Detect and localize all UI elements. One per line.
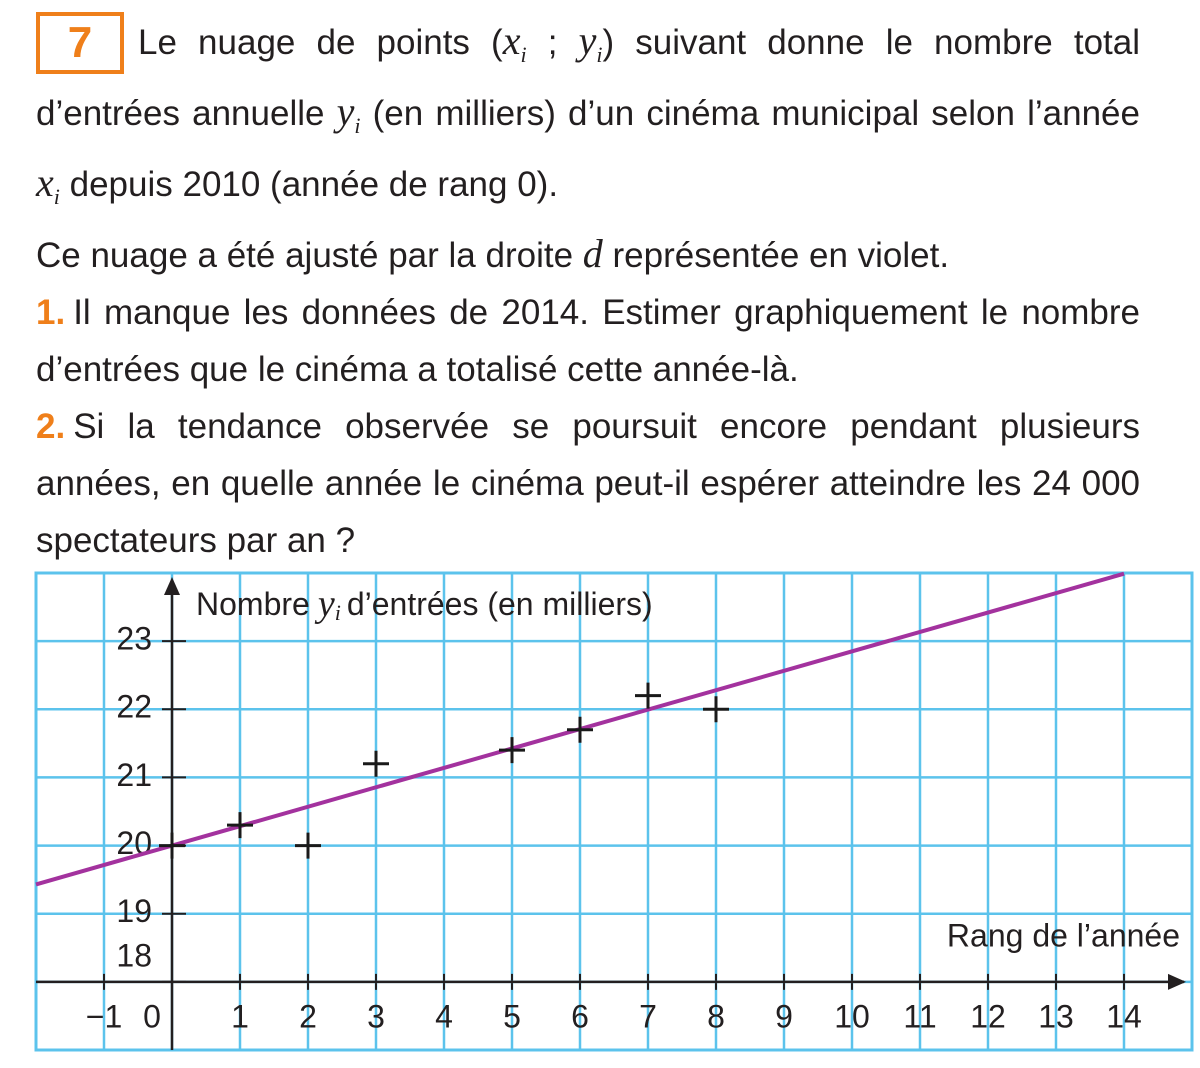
x-tick-label: 13 [1038,998,1074,1034]
data-point [363,750,389,777]
data-point [499,737,525,764]
x-tick-label: 12 [970,998,1006,1034]
x-tick-label: 1 [231,998,249,1034]
x-tick-label: 10 [834,998,870,1034]
x-tick-label: 5 [503,998,521,1034]
data-point [567,716,593,743]
y-axis-label: Nombre yi d’entrées (en milliers) [196,583,653,625]
variable: x [502,18,521,63]
text-run: Ce nuage a été ajusté par la droite [36,236,583,275]
text-run: depuis 2010 (année de rang 0). [59,165,559,204]
question-number: 1. [36,293,66,332]
x-tick-label: 0 [143,998,161,1034]
subscript: i [520,42,527,67]
variable: x [36,160,54,205]
x-tick-label: 6 [571,998,589,1034]
y-label-var: y [314,583,335,625]
y-tick-label: 19 [116,893,152,929]
variable: y [578,18,597,63]
questions: 1. Il manque les données de 2014. Estimer… [36,284,1140,569]
y-tick-label: 22 [116,689,152,725]
x-tick-label: 8 [707,998,725,1034]
y-axis-arrow [164,577,180,595]
y-label-sub: i [335,600,341,625]
question-text: Il manque les données de 2014. Estimer g… [36,293,1140,389]
subscript: i [53,184,60,209]
y-tick-label: 23 [116,621,152,657]
text-run: représentée en violet. [602,236,950,275]
x-tick-label: 7 [639,998,657,1034]
data-point [703,696,729,723]
plot-border [34,571,1194,1052]
y-tick-label: 18 [116,937,152,973]
intro: 7 Le nuage de points (xi ; yi) suivant do… [36,12,1140,225]
x-tick-label: 2 [299,998,317,1034]
question: 2. Si la tendance observée se poursuit en… [36,398,1140,569]
fit-note: Ce nuage a été ajusté par la droite d re… [36,225,1140,284]
subscript: i [596,42,603,67]
y-label-text: d’entrées (en milliers) [347,586,653,622]
data-point [295,832,321,859]
x-tick-label: 3 [367,998,385,1034]
text-run: ; [526,23,579,62]
question: 1. Il manque les données de 2014. Estimer… [36,284,1140,398]
x-tick-label: 9 [775,998,793,1034]
x-axis-arrow [1168,973,1186,990]
y-label-text: Nombre [196,586,310,622]
subscript: i [354,113,361,138]
text-run: (en milliers) d’un cinéma municipal selo… [360,94,1140,133]
variable: d [582,231,603,276]
question-number: 2. [36,407,66,446]
x-tick-label: 14 [1106,998,1142,1034]
text-run: ) suivant donne le nombre total d’entrée… [36,23,1140,133]
data-point [159,832,185,859]
x-axis-label: Rang de l’année [947,917,1180,953]
exercise: 7 Le nuage de points (xi ; yi) suivant do… [36,12,1140,569]
question-text: Si la tendance observée se poursuit enco… [36,407,1140,560]
x-tick-label: 4 [435,998,453,1034]
x-tick-label: 11 [903,998,936,1034]
y-tick-label: 21 [116,757,152,793]
variable: y [336,89,355,134]
data-point [227,812,253,839]
text-run: Le nuage de points ( [138,23,503,62]
data-point [635,682,661,709]
x-tick-label: −1 [86,998,122,1034]
exercise-number: 7 [36,12,124,74]
